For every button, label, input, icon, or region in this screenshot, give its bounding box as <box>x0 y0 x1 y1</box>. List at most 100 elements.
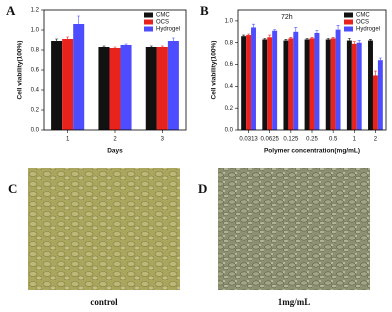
error-bar <box>263 38 267 40</box>
x-tick-label: 3 <box>161 137 165 143</box>
bar <box>293 31 299 130</box>
panel-label: A <box>6 3 16 18</box>
micrograph <box>28 168 180 290</box>
y-tick-label: 1.0 <box>225 18 234 24</box>
error-bar <box>326 38 330 40</box>
bar <box>51 41 63 130</box>
y-tick-label: 1.0 <box>31 28 40 34</box>
bar <box>167 41 179 130</box>
bar <box>62 39 74 130</box>
caption: 1mg/mL <box>278 297 311 307</box>
x-tick-label: 0.0625 <box>261 137 280 143</box>
y-tick-label: 1.2 <box>31 8 40 14</box>
panel-label: C <box>8 181 17 196</box>
micrograph <box>218 168 370 290</box>
bar <box>368 40 373 130</box>
error-bar <box>102 45 106 47</box>
error-bar <box>66 36 70 39</box>
error-bar <box>124 43 128 45</box>
error-bar <box>149 45 153 47</box>
bar <box>246 35 252 130</box>
legend-label: Hydrogel <box>156 27 180 33</box>
legend-label: OCS <box>156 20 169 26</box>
y-tick-label: 0.6 <box>31 68 40 74</box>
bar <box>346 40 352 130</box>
y-tick-label: 0.4 <box>31 88 40 94</box>
error-bar <box>305 38 309 40</box>
y-axis-label: Cell viability(100%) <box>17 41 24 100</box>
bar <box>309 38 315 131</box>
error-bar <box>113 46 117 48</box>
legend-swatch <box>344 19 353 25</box>
bar <box>241 36 247 130</box>
y-axis-label: Cell viability(100%) <box>211 41 218 100</box>
x-tick-label: 0.125 <box>283 137 299 143</box>
legend-swatch <box>144 19 153 25</box>
bar <box>109 48 121 130</box>
error-bar <box>55 38 59 41</box>
x-axis-label: Days <box>107 148 123 155</box>
error-bar <box>347 38 351 41</box>
bar <box>314 32 320 131</box>
bar <box>325 39 331 130</box>
error-bar <box>310 36 314 39</box>
x-axis-label: Polymer concentration(mg/mL) <box>264 148 360 155</box>
bar <box>330 38 336 131</box>
error-bar <box>171 37 175 41</box>
legend-swatch <box>344 26 353 32</box>
bar <box>251 27 256 131</box>
y-tick-label: 0.8 <box>225 40 234 46</box>
error-bar <box>378 57 382 61</box>
bar <box>304 39 310 130</box>
legend-label: Hydrogel <box>356 27 380 33</box>
x-tick-label: 0.25 <box>306 137 318 143</box>
error-bar <box>247 33 251 36</box>
error-bar <box>294 27 298 32</box>
bar <box>377 60 383 130</box>
bar <box>98 47 110 130</box>
y-tick-label: 0.2 <box>31 108 40 114</box>
y-tick-label: 0.4 <box>225 84 234 90</box>
y-tick-label: 0.0 <box>31 128 40 134</box>
error-bar <box>160 45 164 47</box>
bar <box>145 47 157 130</box>
legend-swatch <box>144 26 153 32</box>
caption: control <box>90 297 118 307</box>
bar <box>372 75 378 130</box>
bar <box>262 39 268 130</box>
error-bar <box>373 70 377 76</box>
x-tick-label: 1 <box>353 137 357 143</box>
error-bar <box>331 36 335 39</box>
x-tick-label: 0.0313 <box>239 137 258 143</box>
plot-frame <box>43 9 187 131</box>
bar <box>120 45 132 130</box>
x-tick-label: 2 <box>374 137 378 143</box>
x-tick-label: 0.5 <box>329 137 338 143</box>
error-bar <box>336 24 340 30</box>
error-bar <box>315 30 319 33</box>
bar <box>156 47 168 130</box>
error-bar <box>352 41 356 44</box>
error-bar <box>357 40 361 43</box>
legend-label: OCS <box>356 20 369 26</box>
error-bar <box>368 39 372 41</box>
annotation: 72h <box>281 14 293 21</box>
bar <box>267 37 273 130</box>
error-bar <box>284 39 288 41</box>
x-tick-label: 1 <box>66 137 70 143</box>
legend-label: CMC <box>156 13 170 19</box>
error-bar <box>268 34 272 38</box>
error-bar <box>252 23 256 28</box>
x-tick-label: 2 <box>113 137 117 143</box>
error-bar <box>77 15 81 24</box>
bar <box>272 30 278 130</box>
panel-label: B <box>200 3 209 18</box>
panel-label: D <box>198 181 207 196</box>
bar <box>73 24 85 130</box>
bar <box>335 29 341 130</box>
y-tick-label: 0.2 <box>225 106 234 112</box>
legend-label: CMC <box>356 13 370 19</box>
y-tick-label: 0.0 <box>225 128 234 134</box>
bar <box>351 43 357 131</box>
